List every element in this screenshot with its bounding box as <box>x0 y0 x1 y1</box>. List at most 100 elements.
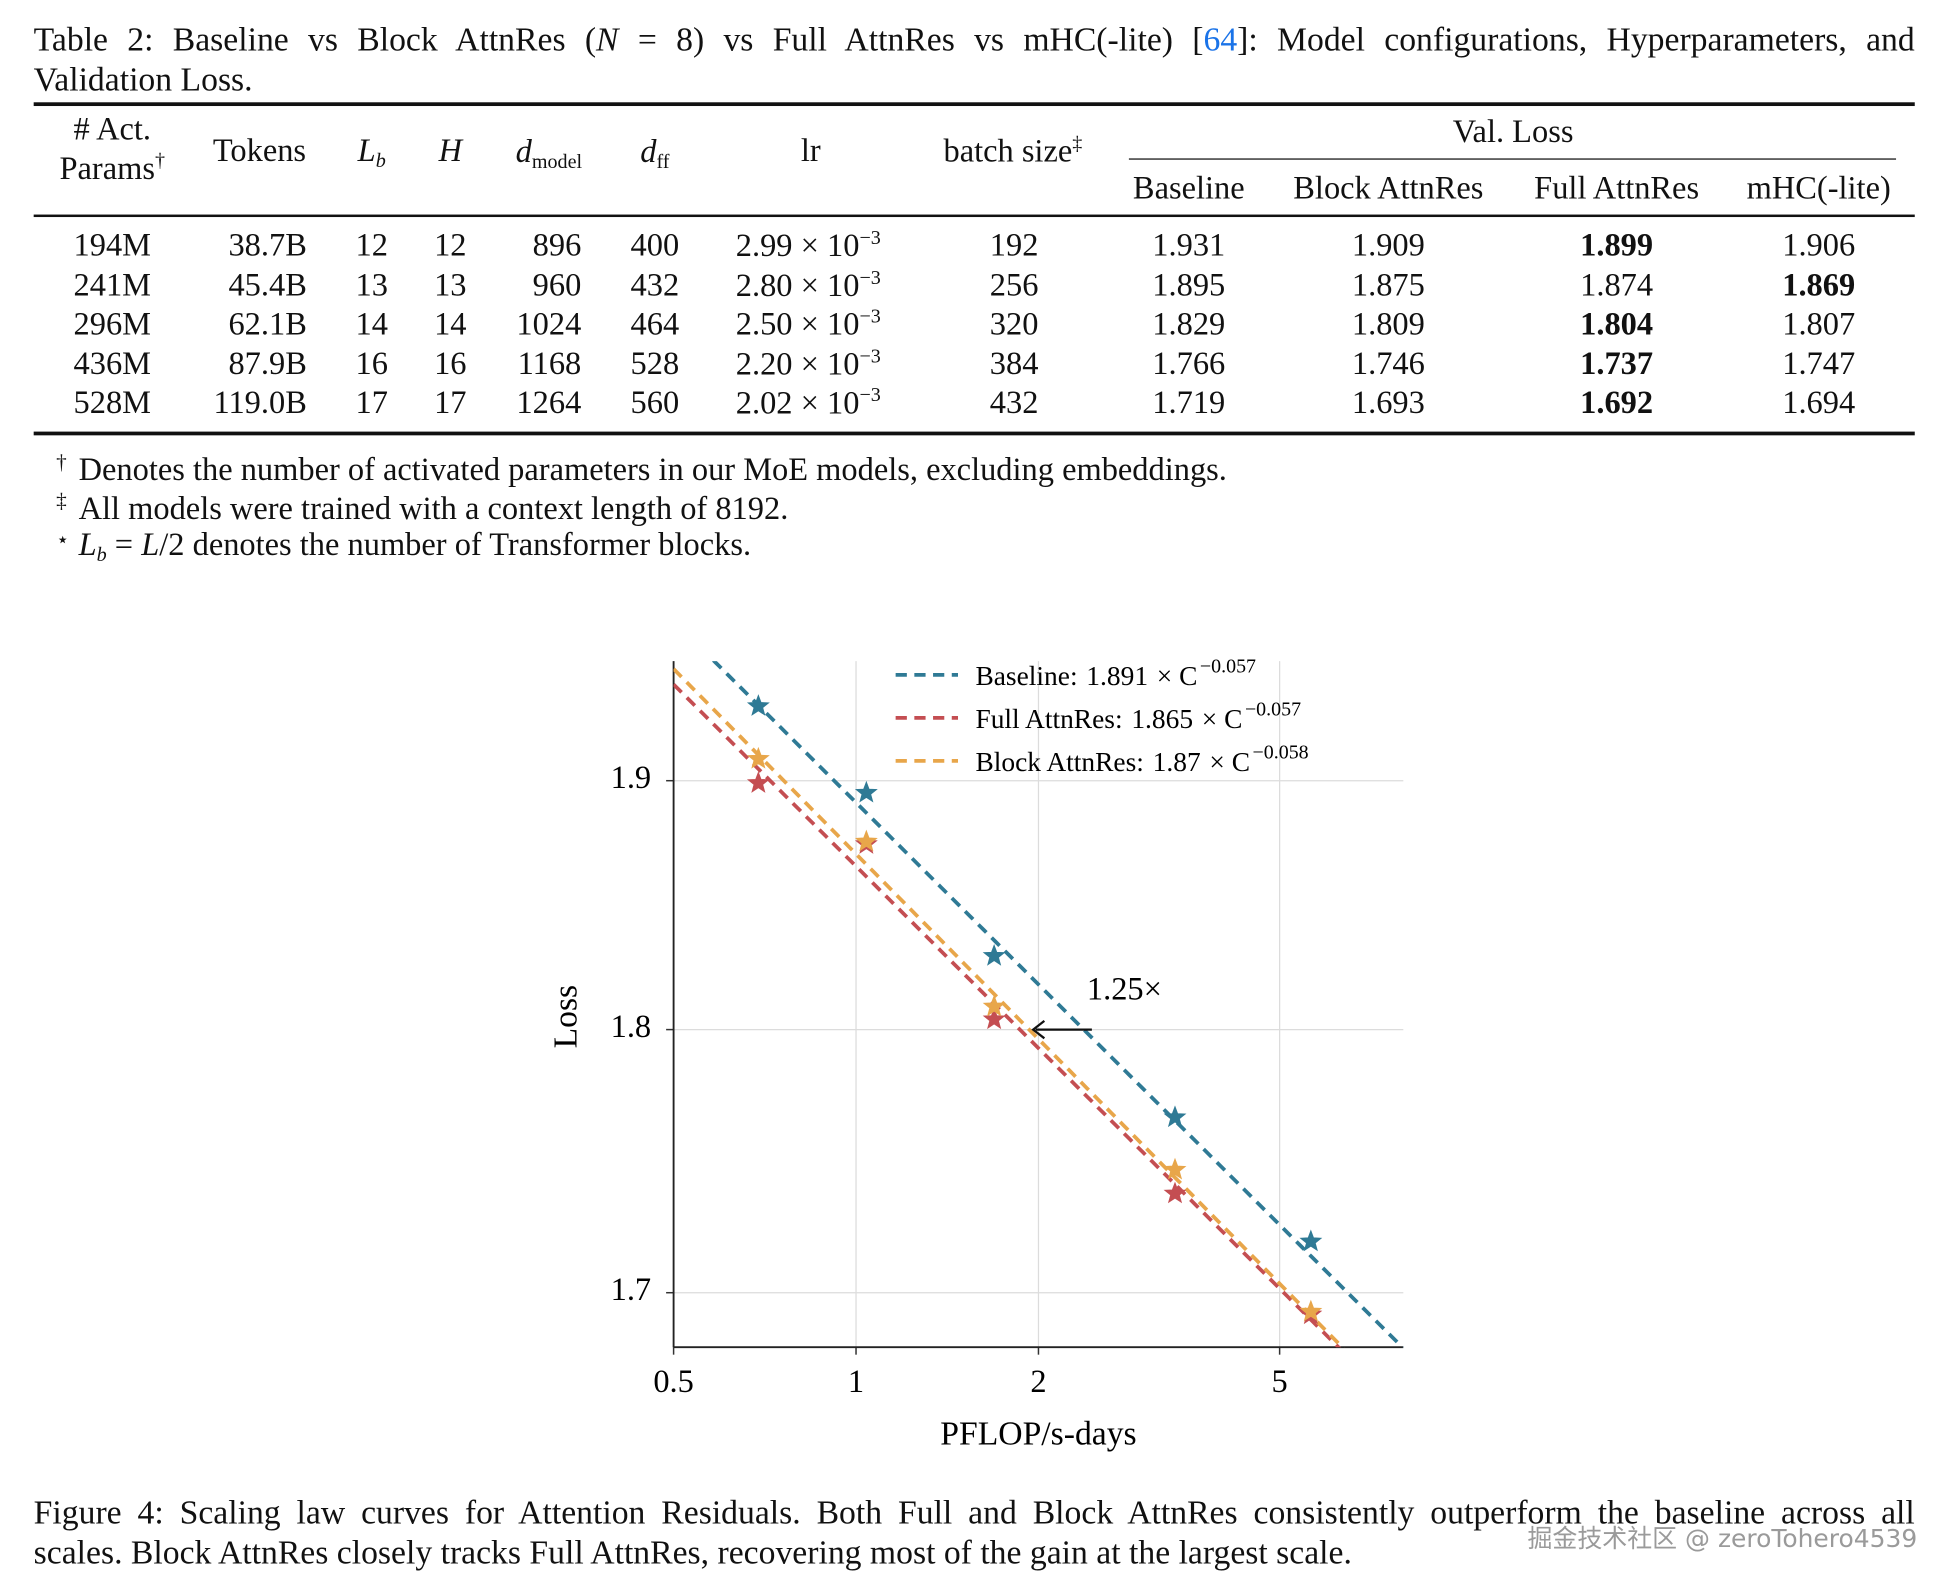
legend-name: Full AttnRes <box>975 704 1115 734</box>
table-cell: 1.693 <box>1351 384 1425 421</box>
table-cell: 1.906 <box>1782 227 1856 264</box>
figure-caption: Figure 4: Scaling law curves for Attenti… <box>33 1493 1915 1532</box>
data-point <box>1299 1229 1323 1252</box>
footnote: Denotes the number of activated paramete… <box>78 451 1227 488</box>
watermark: 掘金技术社区 @ zeroTohero4539 <box>1527 1523 1918 1554</box>
legend-name: Baseline <box>975 661 1069 691</box>
header-math: L <box>357 132 376 169</box>
data-point <box>982 994 1006 1017</box>
table-cell: 2.02 × 10−3 <box>736 386 881 419</box>
table-cell: 1.899 <box>1580 229 1653 262</box>
header: dff <box>640 135 670 174</box>
fit-line <box>673 683 1342 1348</box>
table-caption: Table 2: Baseline vs Block AttnRes (N = … <box>33 20 1915 59</box>
table-cell-text: 1.692 <box>1580 384 1654 421</box>
table-cell: 16 <box>355 345 388 382</box>
table-cell: 38.7B <box>228 227 307 264</box>
table-cell: 528 <box>630 345 680 382</box>
header: Tokens <box>212 132 307 169</box>
footnote-math: L <box>141 526 160 563</box>
table-cell: 2.80 × 10−3 <box>736 267 881 302</box>
caption-text: ]: Model configurations, Hyperparameters… <box>1237 20 1915 59</box>
top-rule <box>33 102 1915 106</box>
table-cell: 1.874 <box>1580 266 1654 304</box>
data-point <box>1163 1105 1187 1128</box>
table-cell: 1.895 <box>1152 266 1226 304</box>
lr-exponent: −3 <box>859 306 881 328</box>
lr-exponent: −3 <box>859 346 881 368</box>
footnote-mark: † <box>56 450 67 475</box>
table-cell: 1.719 <box>1152 384 1226 421</box>
legend-operator: × C <box>1157 661 1198 691</box>
legend-operator: × C <box>1209 747 1250 777</box>
header-mark: † <box>154 150 166 172</box>
footnote: All models were trained with a context l… <box>78 490 789 527</box>
table-cell: 13 <box>434 266 467 304</box>
header: batch size‡ <box>943 134 1082 167</box>
table-cell: 12 <box>434 227 467 264</box>
table-cell: 1.829 <box>1152 305 1226 342</box>
table-cell: 14 <box>434 305 467 342</box>
x-axis-label: PFLOP/s-days <box>940 1416 1136 1453</box>
table-cell: 2.99 × 10−3 <box>735 227 881 264</box>
header-sub: ff <box>656 151 670 174</box>
x-tick-label: 5 <box>1272 1364 1288 1400</box>
citation-link[interactable]: 64 <box>1203 20 1238 59</box>
subheader: Block AttnRes <box>1293 169 1484 206</box>
legend-name: Block AttnRes <box>975 747 1136 777</box>
footnote-math: L <box>78 526 97 563</box>
table-cell: 1264 <box>516 384 582 421</box>
legend-label: Baseline: 1.891 × C −0.057 <box>975 655 1256 690</box>
caption-text: Validation Loss. <box>33 60 253 98</box>
table-cell: 13 <box>355 266 388 304</box>
table-cell: 16 <box>434 345 467 382</box>
table-cell: 12 <box>355 227 388 264</box>
table-cell: 17 <box>434 384 467 421</box>
data-point <box>746 694 770 716</box>
table-cell: 1024 <box>516 305 582 342</box>
table-cell: 960 <box>532 266 582 304</box>
data-point <box>746 771 770 793</box>
table-cell: 1.747 <box>1782 345 1856 382</box>
lr-mantissa: 2.99 × 10 <box>735 227 860 264</box>
subheader: mHC(-lite) <box>1746 169 1891 206</box>
table-cell: 436M <box>73 345 152 382</box>
table-cell: 241M <box>73 266 152 304</box>
legend-separator: : <box>1115 704 1123 734</box>
header-mark: ‡ <box>1072 133 1083 155</box>
table-cell: 45.4B <box>228 266 307 304</box>
table-cell: 432 <box>630 266 680 304</box>
header-text: batch size <box>943 132 1073 169</box>
data-point <box>982 944 1006 966</box>
footnote-math: b <box>96 544 107 567</box>
header-math: d <box>515 133 532 170</box>
table-cell: 1.875 <box>1351 266 1425 304</box>
header-sub: b <box>375 150 386 172</box>
footnote-mark: ‡ <box>56 488 67 513</box>
table-cell: 400 <box>630 227 680 264</box>
table-cell: 1.804 <box>1580 307 1653 340</box>
arrow-head <box>1031 1019 1046 1040</box>
footnote-math: = <box>106 526 142 563</box>
footnote: Lb = L/2 denotes the number of Transform… <box>78 526 752 567</box>
header: dmodel <box>515 133 582 173</box>
y-tick-label: 1.7 <box>611 1272 652 1308</box>
caption-text: Table 2: Baseline vs Block AttnRes ( <box>33 20 597 59</box>
group-rule <box>1128 158 1897 160</box>
table-cell: 1.909 <box>1351 227 1425 264</box>
table-cell: 1.737 <box>1580 345 1654 382</box>
footnote-mark: ⋆ <box>56 527 70 552</box>
legend-separator: : <box>1136 747 1144 777</box>
table-cell-text: 1.737 <box>1580 345 1654 382</box>
table-cell: 2.50 × 10−3 <box>736 306 881 341</box>
footnote-text: denotes the number of Transformer blocks… <box>184 526 752 563</box>
footnote-math: /2 <box>159 526 185 563</box>
annotation-label: 1.25× <box>1087 972 1162 1008</box>
table-cell: 1.931 <box>1152 227 1226 264</box>
legend-label: Block AttnRes: 1.87 × C −0.058 <box>975 741 1308 776</box>
plot-area <box>673 661 1404 1348</box>
lr-exponent: −3 <box>859 267 881 289</box>
y-tick-label: 1.9 <box>611 760 652 796</box>
header-math: H <box>438 132 463 169</box>
table-cell: 1.694 <box>1782 384 1856 421</box>
